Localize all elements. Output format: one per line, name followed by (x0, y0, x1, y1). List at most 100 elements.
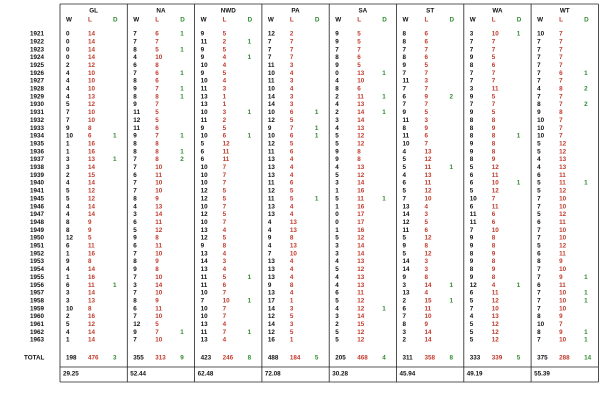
cell: 5 (357, 31, 361, 38)
cell: 5 (223, 31, 227, 38)
cell: 7 (559, 321, 563, 328)
cell: 11 (492, 172, 499, 179)
cell: 5 (290, 188, 294, 195)
cell: 11 (133, 109, 140, 116)
year: 1940 (30, 180, 45, 187)
cell: 11 (425, 164, 432, 171)
cell: 7 (537, 78, 541, 85)
cell: 16 (88, 250, 96, 257)
cell: 13 (290, 243, 298, 250)
cell: 1 (584, 180, 588, 187)
cell: 10 (268, 70, 276, 77)
cell: 14 (357, 250, 365, 257)
sub-header: W (537, 17, 543, 24)
cell: 6 (357, 86, 361, 93)
sub-header: L (290, 17, 294, 24)
cell: 1 (584, 70, 588, 77)
cell: 12 (357, 305, 365, 312)
cell: 4 (335, 164, 339, 171)
cell: 9 (492, 156, 496, 163)
cell: 5 (290, 329, 294, 336)
cell: 8 (290, 235, 294, 242)
cell: 1 (180, 148, 184, 155)
cell: 10 (201, 313, 209, 320)
cell: 11 (268, 195, 275, 202)
cell: 10 (268, 109, 276, 116)
cell: 10 (537, 321, 545, 328)
cell: 7 (155, 329, 159, 336)
cell: 7 (133, 290, 137, 297)
cell: 8 (133, 148, 137, 155)
cell: 15 (425, 297, 433, 304)
sub-header: L (425, 17, 429, 24)
cell: 14 (88, 290, 96, 297)
cell: 9 (470, 235, 474, 242)
cell: 12 (492, 164, 500, 171)
cell: 9 (335, 38, 339, 45)
cell: 5 (425, 219, 429, 226)
cell: 9 (403, 109, 407, 116)
cell: 5 (335, 329, 339, 336)
cell: 6 (470, 172, 474, 179)
cell: 5 (290, 140, 294, 147)
cell: 1 (223, 93, 227, 100)
cell: 5 (66, 101, 70, 108)
cell: 1 (113, 156, 117, 163)
year: 1950 (30, 235, 45, 242)
cell: 9 (470, 140, 474, 147)
cell: 10 (403, 140, 411, 147)
cell: 12 (201, 211, 209, 218)
total-cell: 358 (425, 355, 436, 362)
cell: 3 (335, 243, 339, 250)
cell: 1 (315, 109, 319, 116)
percentage: 52.44 (130, 371, 146, 378)
cell: 1 (113, 282, 117, 289)
cell: 13 (268, 290, 276, 297)
cell: 11 (223, 156, 230, 163)
cell: 7 (403, 313, 407, 320)
cell: 10 (88, 109, 96, 116)
cell: 10 (201, 290, 209, 297)
cell: 5 (403, 235, 407, 242)
year: 1947 (30, 211, 45, 218)
year: 1955 (30, 274, 45, 281)
cell: 8 (403, 321, 407, 328)
cell: 4 (268, 243, 272, 250)
percentage: 55.39 (534, 371, 550, 378)
cell: 7 (223, 164, 227, 171)
cell: 4 (290, 86, 294, 93)
total-cell: 5 (315, 355, 319, 362)
cell: 7 (155, 38, 159, 45)
cell: 12 (559, 211, 567, 218)
cell: 7 (133, 188, 137, 195)
cell: 7 (201, 297, 205, 304)
cell: 5 (470, 321, 474, 328)
cell: 1 (66, 148, 70, 155)
cell: 5 (155, 46, 159, 53)
cell: 12 (201, 235, 209, 242)
year: 1948 (30, 219, 45, 226)
total-cell: 476 (88, 355, 99, 362)
cell: 4 (268, 219, 272, 226)
cell: 3 (470, 31, 474, 38)
cell: 9 (66, 125, 70, 132)
cell: 4 (335, 305, 339, 312)
cell: 7 (537, 274, 541, 281)
cell: 4 (335, 258, 339, 265)
cell: 1 (66, 337, 70, 344)
cell: 5 (537, 180, 541, 187)
cell: 7 (403, 101, 407, 108)
cell: 4 (66, 329, 70, 336)
cell: 12 (492, 297, 500, 304)
cell: 7 (425, 70, 429, 77)
year: 1962 (30, 329, 45, 336)
cell: 7 (290, 38, 294, 45)
cell: 7 (66, 117, 70, 124)
cell: 6 (223, 133, 227, 140)
cell: 10 (155, 188, 163, 195)
cell: 8 (155, 266, 159, 273)
cell: 9 (470, 274, 474, 281)
cell: 12 (201, 188, 209, 195)
cell: 1 (180, 46, 184, 53)
cell: 12 (492, 329, 500, 336)
